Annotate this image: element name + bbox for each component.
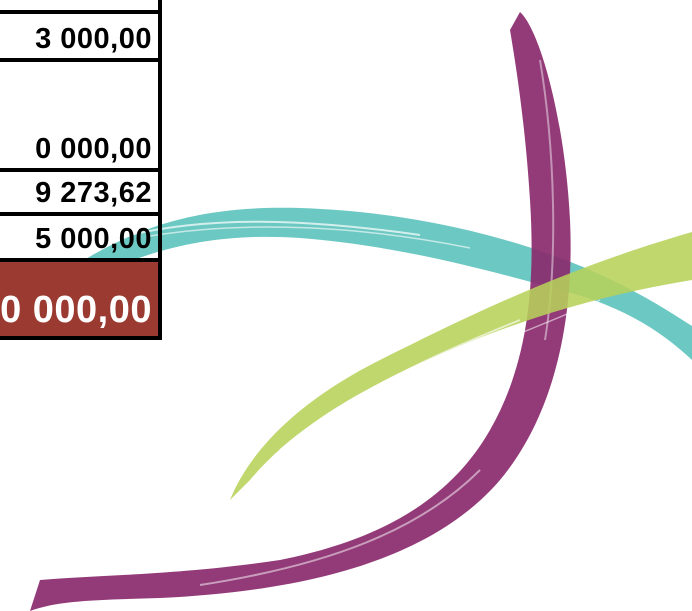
table-row: 0 000,00 bbox=[0, 58, 162, 172]
table-row: 3 000,00 bbox=[0, 10, 162, 62]
table-row: 5 000,00 bbox=[0, 212, 162, 262]
amount-cell: 9 273,62 bbox=[35, 177, 152, 209]
total-amount: 0 000,00 bbox=[0, 289, 152, 331]
amount-cell: 5 000,00 bbox=[35, 223, 152, 255]
amounts-table: 3 000,00 0 000,00 9 273,62 5 000,00 0 00… bbox=[0, 0, 162, 356]
table-row: 9 273,62 bbox=[0, 168, 162, 216]
total-row: 0 000,00 bbox=[0, 258, 162, 340]
green-stroke bbox=[230, 232, 692, 500]
amount-cell: 3 000,00 bbox=[35, 23, 152, 55]
amount-cell: 0 000,00 bbox=[35, 133, 152, 165]
